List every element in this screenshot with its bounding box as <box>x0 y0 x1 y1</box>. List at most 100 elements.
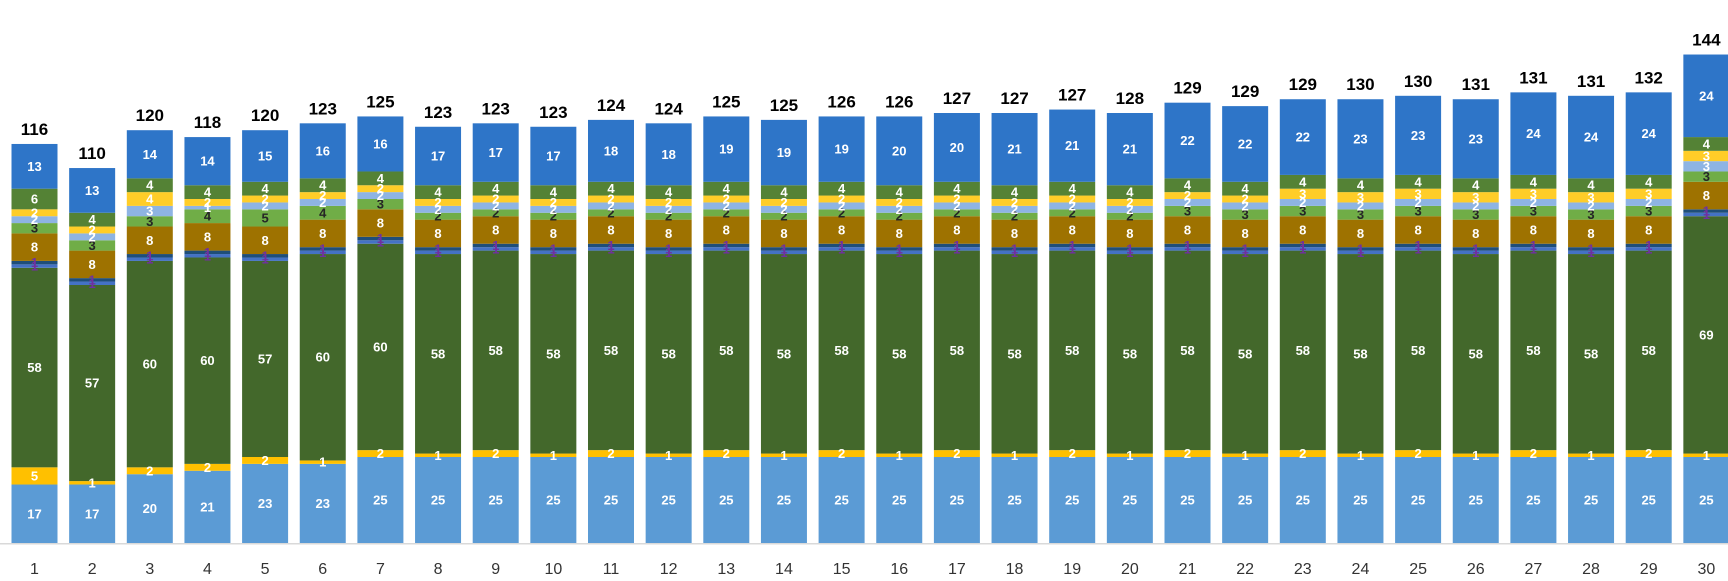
segment-value-label: 1 <box>780 448 787 463</box>
bar-segment <box>1164 102 1211 179</box>
segment-value-label: 2 <box>1184 188 1191 203</box>
bar-segment <box>242 181 289 196</box>
bar-segment <box>11 223 58 234</box>
segment-value-label: 58 <box>1353 346 1367 361</box>
segment-value-label: 2 <box>434 202 441 217</box>
bar-segment <box>357 171 404 186</box>
segment-value-label: 1 <box>550 448 557 463</box>
bar-segment <box>1106 250 1153 255</box>
bar-segment <box>1510 250 1557 451</box>
segment-value-label: 2 <box>204 195 211 210</box>
bar-segment <box>126 467 173 475</box>
segment-value-label: 2 <box>492 205 499 220</box>
bar-total-label: 118 <box>194 113 221 132</box>
segment-value-label: 58 <box>1296 343 1310 358</box>
segment-value-label: 2 <box>377 446 384 461</box>
bar-segment <box>1164 178 1211 193</box>
segment-value-label: 4 <box>204 185 212 200</box>
segment-value-label: 2 <box>723 205 730 220</box>
bar-segment <box>1625 243 1672 248</box>
segment-value-label: 1 <box>377 231 384 246</box>
segment-value-label: 60 <box>373 339 387 354</box>
x-tick-label: 5 <box>261 561 270 578</box>
bar-segment <box>69 168 116 213</box>
segment-value-label: 23 <box>258 496 272 511</box>
segment-value-label: 23 <box>1353 131 1367 146</box>
bar-segment <box>818 202 865 210</box>
segment-value-label: 3 <box>146 204 153 219</box>
bar-segment <box>933 216 980 244</box>
bar-segment <box>1510 205 1557 217</box>
bar-segment <box>645 453 692 457</box>
x-tick-label: 26 <box>1467 561 1485 578</box>
bar-segment <box>415 247 462 251</box>
segment-value-label: 57 <box>258 351 272 366</box>
segment-value-label: 25 <box>1411 493 1425 508</box>
x-tick-label: 24 <box>1352 561 1370 578</box>
bar-segment <box>184 463 231 471</box>
bar-segment <box>1337 202 1384 210</box>
segment-value-label: 25 <box>488 493 502 508</box>
segment-value-label: 4 <box>838 181 846 196</box>
segment-value-label: 2 <box>434 195 441 210</box>
bar-segment <box>645 219 692 248</box>
x-tick-label: 25 <box>1409 561 1427 578</box>
segment-value-label: 4 <box>204 209 212 224</box>
segment-value-label: 3 <box>1414 186 1421 201</box>
bar-segment <box>933 243 980 248</box>
segment-value-label: 58 <box>431 346 445 361</box>
bar-segment <box>876 116 923 186</box>
bar-segment <box>299 463 346 543</box>
segment-value-label: 16 <box>316 143 330 158</box>
bar-segment <box>876 199 923 206</box>
bar-segment <box>588 119 634 182</box>
x-tick-label: 29 <box>1640 561 1658 578</box>
bar-segment <box>126 257 173 261</box>
bar-segment <box>1222 453 1269 457</box>
segment-value-label: 18 <box>604 143 618 158</box>
segment-value-label: 2 <box>953 446 960 461</box>
segment-value-label: 1 <box>204 245 211 260</box>
segment-value-label: 25 <box>1353 493 1367 508</box>
bar-segment <box>1106 205 1153 213</box>
bar-segment <box>242 209 289 227</box>
bar-segment <box>1452 178 1499 193</box>
segment-value-label: 58 <box>1123 346 1137 361</box>
bar-segment <box>242 202 289 210</box>
bar-segment <box>760 254 807 454</box>
segment-value-label: 19 <box>777 145 791 160</box>
segment-value-label: 1 <box>896 448 903 463</box>
bar-segment <box>588 457 634 543</box>
bar-segment <box>69 233 116 241</box>
bar-segment <box>1279 199 1326 206</box>
segment-value-label: 1 <box>1242 241 1249 256</box>
segment-value-label: 2 <box>1414 195 1421 210</box>
bar-segment <box>1222 195 1269 203</box>
bar-segment <box>1568 250 1615 255</box>
bar-segment <box>645 250 692 255</box>
segment-value-label: 1 <box>1472 448 1479 463</box>
segment-value-label: 2 <box>319 195 326 210</box>
segment-value-label: 1 <box>1357 448 1364 463</box>
segment-value-label: 3 <box>1703 169 1710 184</box>
bar-segment <box>69 281 116 285</box>
segment-value-label: 57 <box>85 376 99 391</box>
bar-segment <box>1510 174 1557 189</box>
bar-total-label: 127 <box>1058 86 1086 105</box>
bar-segment <box>1510 243 1557 248</box>
bar-segment <box>760 119 807 186</box>
segment-value-label: 8 <box>492 222 499 237</box>
segment-value-label: 1 <box>1703 207 1710 222</box>
segment-value-label: 1 <box>896 245 903 260</box>
bar-segment <box>933 113 980 182</box>
bar-segment <box>1625 92 1672 175</box>
bar-segment <box>991 250 1038 255</box>
bar-segment <box>1337 457 1384 543</box>
bar-segment <box>588 250 634 451</box>
bar-segment <box>184 209 231 224</box>
bar-segment <box>1164 250 1211 451</box>
bar-segment <box>1337 192 1384 203</box>
bar-segment <box>1164 192 1211 199</box>
segment-value-label: 8 <box>1011 226 1018 241</box>
bar-total-label: 130 <box>1404 72 1432 91</box>
